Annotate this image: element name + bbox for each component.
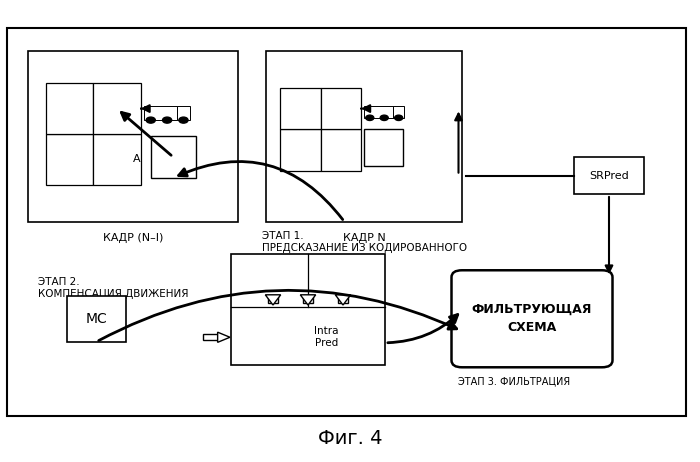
- FancyBboxPatch shape: [303, 295, 313, 303]
- Text: Intra
Pred: Intra Pred: [314, 327, 339, 348]
- FancyBboxPatch shape: [266, 51, 462, 222]
- FancyBboxPatch shape: [144, 106, 177, 120]
- FancyBboxPatch shape: [280, 88, 321, 129]
- Text: МС: МС: [85, 312, 107, 326]
- Circle shape: [395, 115, 402, 121]
- FancyBboxPatch shape: [93, 83, 141, 134]
- Text: SRPred: SRPred: [589, 170, 629, 181]
- FancyBboxPatch shape: [7, 28, 686, 416]
- Polygon shape: [300, 295, 316, 305]
- Polygon shape: [335, 295, 351, 305]
- FancyBboxPatch shape: [203, 334, 218, 340]
- FancyBboxPatch shape: [280, 129, 321, 171]
- FancyBboxPatch shape: [364, 129, 402, 166]
- Polygon shape: [218, 332, 230, 342]
- FancyBboxPatch shape: [177, 106, 190, 120]
- Circle shape: [365, 115, 374, 121]
- Text: КАДР (N–I): КАДР (N–I): [103, 233, 163, 243]
- FancyBboxPatch shape: [150, 136, 196, 178]
- Text: ЭТАП 2.
КОМПЕНСАЦИЯ ДВИЖЕНИЯ: ЭТАП 2. КОМПЕНСАЦИЯ ДВИЖЕНИЯ: [38, 277, 189, 299]
- FancyBboxPatch shape: [46, 83, 93, 134]
- Circle shape: [146, 117, 155, 123]
- FancyBboxPatch shape: [393, 106, 405, 118]
- FancyBboxPatch shape: [364, 106, 393, 118]
- FancyBboxPatch shape: [452, 270, 612, 367]
- FancyBboxPatch shape: [93, 134, 141, 185]
- Text: A: A: [133, 154, 140, 164]
- FancyBboxPatch shape: [66, 296, 126, 342]
- Text: ЭТАП 1.
ПРЕДСКАЗАНИЕ ИЗ КОДИРОВАННОГО
ИЗОБРАЖЕНИЯ: ЭТАП 1. ПРЕДСКАЗАНИЕ ИЗ КОДИРОВАННОГО ИЗ…: [262, 231, 468, 264]
- FancyBboxPatch shape: [231, 254, 385, 365]
- Circle shape: [162, 117, 172, 123]
- FancyBboxPatch shape: [574, 157, 644, 194]
- Circle shape: [380, 115, 389, 121]
- Text: Фиг. 4: Фиг. 4: [318, 429, 382, 449]
- FancyBboxPatch shape: [338, 295, 348, 303]
- Text: КАДР N: КАДР N: [342, 233, 386, 243]
- FancyBboxPatch shape: [268, 295, 278, 303]
- FancyBboxPatch shape: [46, 134, 93, 185]
- Text: ЭТАП 3. ФИЛЬТРАЦИЯ: ЭТАП 3. ФИЛЬТРАЦИЯ: [458, 377, 570, 387]
- FancyBboxPatch shape: [321, 88, 361, 129]
- FancyBboxPatch shape: [28, 51, 238, 222]
- FancyBboxPatch shape: [321, 129, 361, 171]
- Polygon shape: [265, 295, 281, 305]
- Text: ФИЛЬТРУЮЩАЯ
СХЕМА: ФИЛЬТРУЮЩАЯ СХЕМА: [472, 303, 592, 334]
- Circle shape: [179, 117, 188, 123]
